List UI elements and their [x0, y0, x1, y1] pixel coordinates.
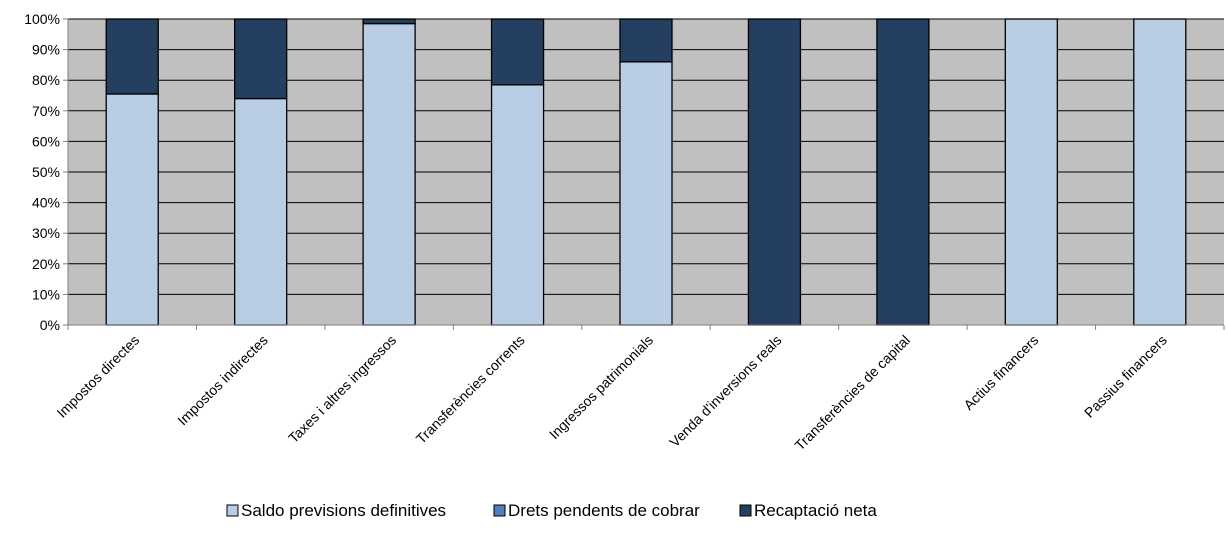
- legend: Saldo previsions definitives Drets penden…: [226, 501, 877, 520]
- bar-segment: [234, 97, 288, 326]
- y-tick-label: 60%: [32, 133, 60, 149]
- bar-segment: [876, 18, 930, 326]
- bar-segment: [362, 18, 416, 25]
- bar-segment: [1133, 18, 1187, 326]
- x-category-label: Taxes i altres ingressos: [285, 332, 399, 446]
- y-tick-label: 20%: [32, 256, 60, 272]
- y-tick-label: 50%: [32, 164, 60, 180]
- y-tick-label: 70%: [32, 103, 60, 119]
- bar-segment: [490, 18, 545, 86]
- x-category-label: Ingressos patrimonials: [546, 332, 656, 442]
- x-category-label: Actius financers: [960, 332, 1041, 413]
- bar-segment: [619, 61, 673, 326]
- legend-swatch: [493, 504, 506, 517]
- y-tick-label: 100%: [24, 11, 60, 27]
- x-category-label: Impostos indirectes: [174, 332, 271, 429]
- y-tick-label: 40%: [32, 195, 60, 211]
- bar-segment: [490, 84, 545, 326]
- x-category-label: Impostos directes: [53, 332, 142, 421]
- y-tick-label: 90%: [32, 42, 60, 58]
- y-tick-label: 10%: [32, 286, 60, 302]
- x-category-label: Venda d'inversions reals: [666, 332, 784, 450]
- bar-segment: [619, 18, 673, 63]
- y-tick-label: 0%: [40, 317, 60, 333]
- legend-label: Drets pendents de cobrar: [508, 501, 700, 520]
- y-tick-label: 30%: [32, 225, 60, 241]
- x-category-label: Passius financers: [1081, 332, 1170, 421]
- legend-label: Recaptació neta: [754, 501, 877, 520]
- bar-segment: [747, 18, 802, 326]
- bar-segment: [1004, 18, 1058, 326]
- legend-label: Saldo previsions definitives: [241, 501, 446, 520]
- x-category-label: Transferències corrents: [413, 332, 528, 447]
- legend-swatch: [226, 504, 239, 517]
- bar-segment: [105, 18, 159, 95]
- plot-area: [68, 18, 1224, 326]
- x-category-label: Transferències de capital: [791, 332, 913, 454]
- bar-segment: [234, 18, 288, 100]
- bar-segment: [105, 93, 159, 326]
- bar-segment: [362, 22, 416, 326]
- y-tick-label: 80%: [32, 72, 60, 88]
- legend-swatch: [739, 504, 752, 517]
